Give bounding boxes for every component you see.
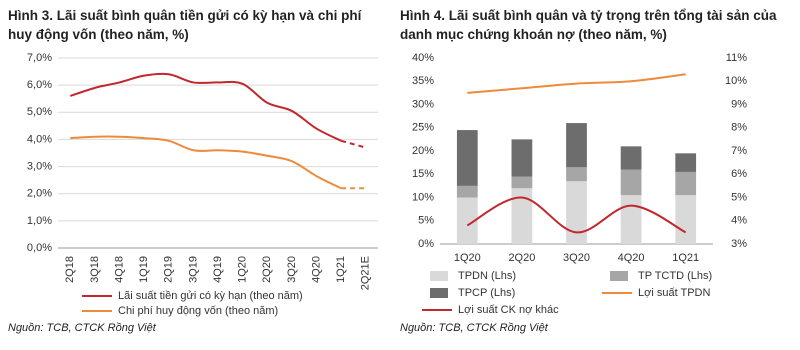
y2-tick-label: 9% bbox=[731, 98, 747, 110]
bar bbox=[675, 195, 697, 244]
chart-title: Hình 4. Lãi suất bình quân và tỷ trọng t… bbox=[400, 8, 777, 42]
legend-label: Lợi suất CK nợ khác bbox=[458, 304, 559, 316]
bar bbox=[456, 185, 478, 198]
x-tick-label: 1Q19 bbox=[138, 256, 150, 283]
x-tick-label: 2Q21E bbox=[360, 256, 372, 290]
x-tick-label: 3Q20 bbox=[286, 256, 298, 283]
x-tick-label: 4Q18 bbox=[113, 256, 125, 283]
y-tick-label: 7,0% bbox=[27, 52, 52, 64]
x-tick-label: 1Q20 bbox=[454, 252, 481, 264]
line bbox=[466, 196, 687, 234]
bar bbox=[675, 153, 697, 172]
legend-label: Lợi suất TPDN bbox=[638, 287, 710, 299]
x-tick-label: 2Q19 bbox=[163, 256, 175, 283]
bar bbox=[566, 167, 587, 182]
y2-tick-label: 8% bbox=[731, 122, 747, 134]
bar bbox=[620, 146, 642, 170]
legend-swatch bbox=[610, 271, 628, 281]
x-tick-label: 2Q20 bbox=[508, 252, 535, 264]
y-tick-label: 30% bbox=[412, 98, 434, 110]
chart: 0,0% 1,0% 2,0% 3,0% 4,0% 5,0% 6,0% 7,0% 2Q18 3Q18… bbox=[27, 52, 378, 317]
x-tick-label: 2Q18 bbox=[64, 256, 76, 283]
legend-label: TPDN (Lhs) bbox=[458, 270, 516, 282]
x-tick-label: 3Q19 bbox=[187, 256, 199, 283]
y-tick-label: 0,0% bbox=[27, 242, 52, 254]
bar bbox=[620, 195, 642, 244]
x-tick-label: 1Q20 bbox=[237, 256, 249, 283]
y-tick-label: 1,0% bbox=[27, 215, 52, 227]
x-tick-label: 4Q20 bbox=[310, 256, 322, 283]
y-tick-label: 0% bbox=[418, 238, 434, 250]
bar bbox=[620, 169, 642, 196]
x-tick-label: 3Q18 bbox=[89, 256, 101, 283]
y-tick-label: 15% bbox=[412, 168, 434, 180]
x-tick-label: 4Q19 bbox=[212, 256, 224, 283]
chart-title: Hình 3. Lãi suất bình quân tiền gửi có k… bbox=[8, 8, 362, 42]
source: Nguồn: TCB, CTCK Rồng Việt bbox=[8, 322, 156, 334]
line bbox=[467, 73, 686, 94]
y2-tick-label: 6% bbox=[731, 168, 747, 180]
legend-swatch bbox=[430, 288, 448, 298]
line bbox=[69, 72, 342, 142]
x-tick-label: 2Q20 bbox=[261, 256, 273, 283]
x-tick-label: 1Q21 bbox=[672, 252, 699, 264]
legend-label: TPCP (Lhs) bbox=[458, 287, 515, 299]
y-tick-label: 10% bbox=[412, 191, 434, 203]
bar bbox=[511, 188, 533, 244]
bar bbox=[511, 176, 533, 189]
y-tick-label: 2,0% bbox=[27, 188, 52, 200]
y-tick-label: 35% bbox=[412, 75, 434, 87]
line-forecast bbox=[340, 139, 366, 149]
y2-tick-label: 3% bbox=[731, 238, 747, 250]
legend-label: Chi phí huy động vốn (theo năm) bbox=[118, 305, 278, 317]
y-tick-label: 5,0% bbox=[27, 106, 52, 118]
bar bbox=[566, 123, 587, 168]
y2-tick-label: 4% bbox=[731, 215, 747, 227]
legend-label: Lãi suất tiền gửi có kỳ hạn (theo năm) bbox=[118, 290, 303, 302]
y-tick-label: 5% bbox=[418, 215, 434, 227]
bar bbox=[566, 181, 587, 244]
line bbox=[70, 135, 342, 190]
y-tick-label: 25% bbox=[412, 122, 434, 134]
y-tick-label: 3,0% bbox=[27, 160, 52, 172]
x-tick-label: 4Q20 bbox=[618, 252, 645, 264]
y2-tick-label: 7% bbox=[731, 145, 747, 157]
bar bbox=[675, 171, 697, 196]
y-tick-label: 20% bbox=[412, 145, 434, 157]
bar bbox=[511, 139, 533, 177]
x-tick-label: 3Q20 bbox=[563, 252, 590, 264]
chart: 0% 5% 10% 15% 20% 25% 30% 35% 40% 3% 4% 5% 6% 7% 8% 9% 1… bbox=[412, 52, 747, 316]
legend-label: TP TCTD (Lhs) bbox=[638, 270, 712, 282]
x-tick-label: 1Q21 bbox=[335, 256, 347, 283]
bar bbox=[456, 130, 478, 186]
y2-tick-label: 10% bbox=[725, 75, 747, 87]
bar bbox=[456, 197, 478, 244]
legend-swatch bbox=[430, 271, 448, 281]
y2-tick-label: 11% bbox=[726, 52, 747, 64]
y-tick-label: 40% bbox=[412, 52, 434, 64]
y-tick-label: 6,0% bbox=[27, 79, 52, 91]
source: Nguồn: TCB, CTCK Rồng Việt bbox=[400, 322, 548, 334]
y2-tick-label: 5% bbox=[731, 191, 747, 203]
y-tick-label: 4,0% bbox=[27, 133, 52, 145]
